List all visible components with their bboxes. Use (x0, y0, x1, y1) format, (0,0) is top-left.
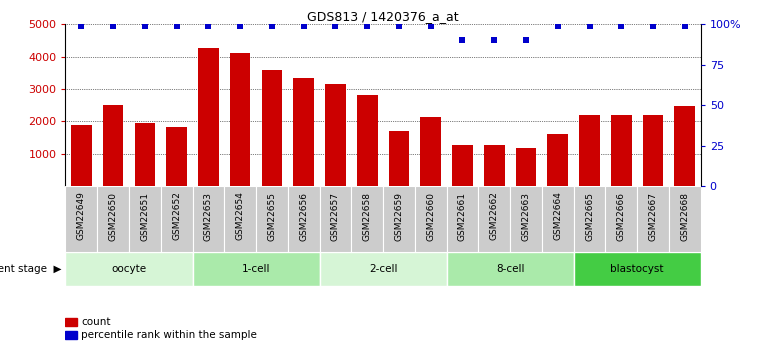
Bar (102, 105, 123, 186)
FancyBboxPatch shape (224, 186, 256, 252)
FancyBboxPatch shape (288, 186, 320, 252)
FancyBboxPatch shape (97, 186, 129, 252)
Text: GSM22653: GSM22653 (204, 191, 213, 240)
Text: percentile rank within the sample: percentile rank within the sample (82, 330, 257, 339)
Text: GSM22656: GSM22656 (300, 191, 308, 240)
Bar (357, 96, 377, 186)
Bar (293, 78, 314, 186)
Title: GDS813 / 1420376_a_at: GDS813 / 1420376_a_at (307, 10, 459, 23)
Bar (166, 127, 187, 186)
Point (551, 23, 564, 29)
FancyBboxPatch shape (129, 186, 161, 252)
Bar (389, 131, 410, 186)
Point (330, 23, 342, 29)
Bar (643, 115, 664, 186)
Point (361, 23, 373, 29)
FancyBboxPatch shape (478, 186, 511, 252)
FancyBboxPatch shape (669, 186, 701, 252)
Text: blastocyst: blastocyst (611, 264, 664, 274)
FancyBboxPatch shape (605, 186, 637, 252)
Text: GSM22649: GSM22649 (77, 191, 85, 240)
Text: GSM22650: GSM22650 (109, 191, 118, 240)
Text: GSM22662: GSM22662 (490, 191, 499, 240)
Bar (579, 115, 600, 186)
Point (424, 23, 437, 29)
Point (584, 23, 596, 29)
FancyBboxPatch shape (320, 186, 351, 252)
Bar (262, 70, 283, 186)
FancyBboxPatch shape (574, 186, 605, 252)
FancyBboxPatch shape (637, 186, 669, 252)
Bar (71, 125, 92, 186)
Point (615, 23, 628, 29)
FancyBboxPatch shape (192, 186, 224, 252)
Text: count: count (82, 317, 111, 327)
Text: GSM22652: GSM22652 (172, 191, 181, 240)
Point (678, 23, 691, 29)
Point (139, 23, 151, 29)
FancyBboxPatch shape (447, 252, 574, 286)
FancyBboxPatch shape (447, 186, 478, 252)
Bar (65, 331, 77, 339)
Text: GSM22665: GSM22665 (585, 191, 594, 240)
FancyBboxPatch shape (161, 186, 192, 252)
Text: GSM22660: GSM22660 (427, 191, 435, 240)
FancyBboxPatch shape (415, 186, 447, 252)
Point (457, 38, 469, 43)
Point (234, 23, 246, 29)
Text: 8-cell: 8-cell (496, 264, 524, 274)
FancyBboxPatch shape (192, 252, 320, 286)
FancyBboxPatch shape (542, 186, 574, 252)
Point (170, 23, 182, 29)
Point (203, 23, 215, 29)
Point (488, 38, 500, 43)
Bar (135, 123, 156, 186)
Point (107, 23, 119, 29)
Bar (65, 318, 77, 326)
Text: GSM22659: GSM22659 (394, 191, 403, 240)
Text: GSM22655: GSM22655 (267, 191, 276, 240)
Bar (198, 48, 219, 186)
Point (393, 23, 405, 29)
Bar (484, 145, 504, 186)
Point (520, 38, 532, 43)
Text: GSM22658: GSM22658 (363, 191, 372, 240)
Text: GSM22661: GSM22661 (458, 191, 467, 240)
Bar (452, 145, 473, 186)
FancyBboxPatch shape (320, 252, 447, 286)
Bar (675, 106, 695, 186)
Point (647, 23, 659, 29)
Text: GSM22663: GSM22663 (521, 191, 531, 240)
Text: development stage  ▶: development stage ▶ (0, 264, 62, 274)
Text: GSM22668: GSM22668 (681, 191, 689, 240)
Text: 2-cell: 2-cell (369, 264, 397, 274)
Bar (229, 53, 250, 186)
Bar (420, 117, 441, 186)
Point (266, 23, 278, 29)
Bar (611, 115, 631, 186)
FancyBboxPatch shape (256, 186, 288, 252)
FancyBboxPatch shape (65, 252, 192, 286)
FancyBboxPatch shape (65, 186, 97, 252)
Text: oocyte: oocyte (112, 264, 146, 274)
Text: GSM22667: GSM22667 (648, 191, 658, 240)
Bar (516, 148, 537, 186)
Bar (547, 134, 568, 186)
FancyBboxPatch shape (574, 252, 701, 286)
Text: GSM22666: GSM22666 (617, 191, 626, 240)
FancyBboxPatch shape (511, 186, 542, 252)
Text: GSM22651: GSM22651 (140, 191, 149, 240)
Text: GSM22664: GSM22664 (554, 191, 562, 240)
Text: GSM22657: GSM22657 (331, 191, 340, 240)
Point (297, 23, 310, 29)
Text: GSM22654: GSM22654 (236, 191, 245, 240)
Text: 1-cell: 1-cell (242, 264, 270, 274)
FancyBboxPatch shape (383, 186, 415, 252)
Bar (325, 84, 346, 186)
Point (75, 23, 88, 29)
FancyBboxPatch shape (351, 186, 383, 252)
